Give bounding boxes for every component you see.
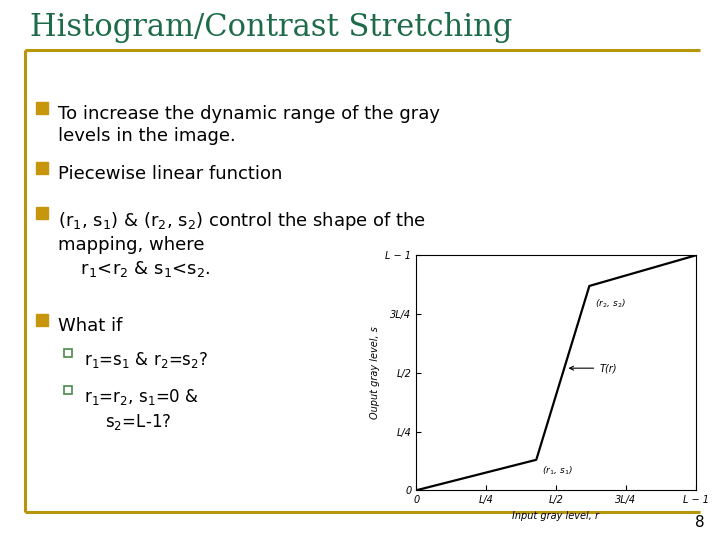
Text: Histogram/Contrast Stretching: Histogram/Contrast Stretching bbox=[30, 12, 513, 43]
Text: T(r): T(r) bbox=[570, 363, 616, 373]
Y-axis label: Ouput gray level, s: Ouput gray level, s bbox=[370, 327, 379, 419]
Text: 8: 8 bbox=[696, 515, 705, 530]
Text: What if: What if bbox=[58, 317, 122, 335]
Text: Piecewise linear function: Piecewise linear function bbox=[58, 165, 282, 183]
Text: r$_1$=r$_2$, s$_1$=0 &
    s$_2$=L-1?: r$_1$=r$_2$, s$_1$=0 & s$_2$=L-1? bbox=[84, 387, 199, 431]
X-axis label: Input gray level, r: Input gray level, r bbox=[513, 511, 599, 521]
Text: (r$_1$, s$_1$): (r$_1$, s$_1$) bbox=[542, 464, 573, 477]
Text: (r$_2$, s$_2$): (r$_2$, s$_2$) bbox=[595, 298, 626, 310]
Text: r$_1$=s$_1$ & r$_2$=s$_2$?: r$_1$=s$_1$ & r$_2$=s$_2$? bbox=[84, 350, 208, 370]
Text: (r$_1$, s$_1$) & (r$_2$, s$_2$) control the shape of the
mapping, where
    r$_1: (r$_1$, s$_1$) & (r$_2$, s$_2$) control … bbox=[58, 210, 426, 279]
Text: To increase the dynamic range of the gray
levels in the image.: To increase the dynamic range of the gra… bbox=[58, 105, 440, 145]
